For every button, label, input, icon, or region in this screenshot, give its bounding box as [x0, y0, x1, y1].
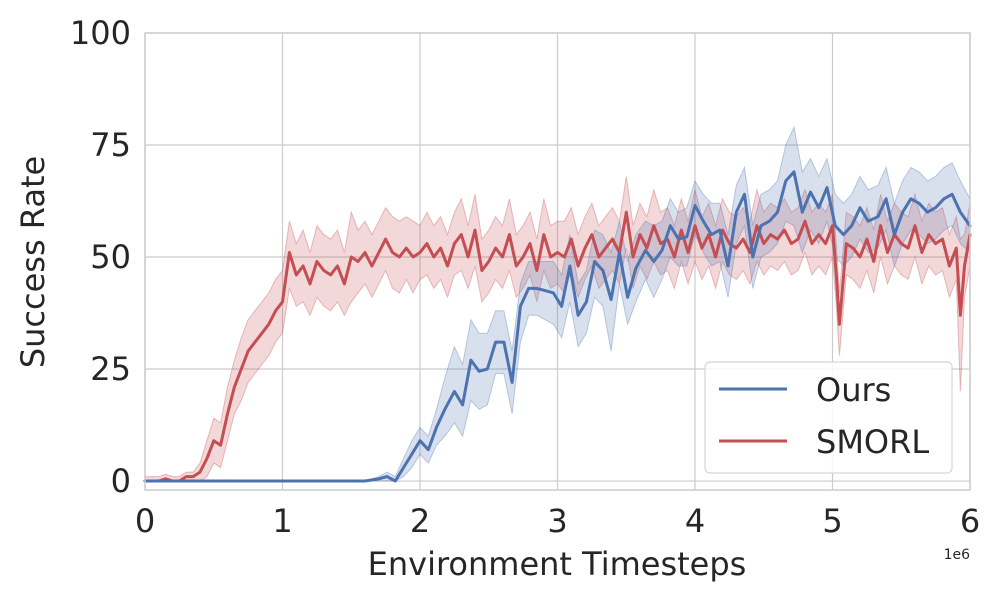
series-lines [143, 170, 972, 483]
x-tick-label: 6 [960, 502, 980, 540]
y-tick-label: 75 [90, 126, 131, 164]
y-tick-label: 50 [90, 238, 131, 276]
x-tick-label: 1 [272, 502, 292, 540]
series-line-ours [143, 170, 972, 483]
y-tick-label: 25 [90, 350, 131, 388]
x-tick-label: 5 [822, 502, 842, 540]
x-tick-label: 0 [135, 502, 155, 540]
legend-label-smorl: SMORL [816, 423, 929, 461]
plot-frame [144, 32, 971, 491]
tick-labels: 0 1 2 3 4 5 6 0 25 50 75 100 [70, 14, 980, 540]
legend: Ours SMORL [704, 361, 953, 474]
x-tick-label: 4 [685, 502, 705, 540]
x-tick-label: 3 [547, 502, 567, 540]
series-line-smorl [143, 210, 972, 483]
y-tick-label: 0 [111, 462, 131, 500]
y-axis-label: Success Rate [14, 156, 52, 368]
x-axis-label: Environment Timesteps [368, 545, 747, 583]
x-tick-label: 2 [410, 502, 430, 540]
y-tick-label: 100 [70, 14, 131, 52]
x-axis-offset-label: 1e6 [944, 547, 971, 563]
legend-label-ours: Ours [816, 371, 891, 409]
